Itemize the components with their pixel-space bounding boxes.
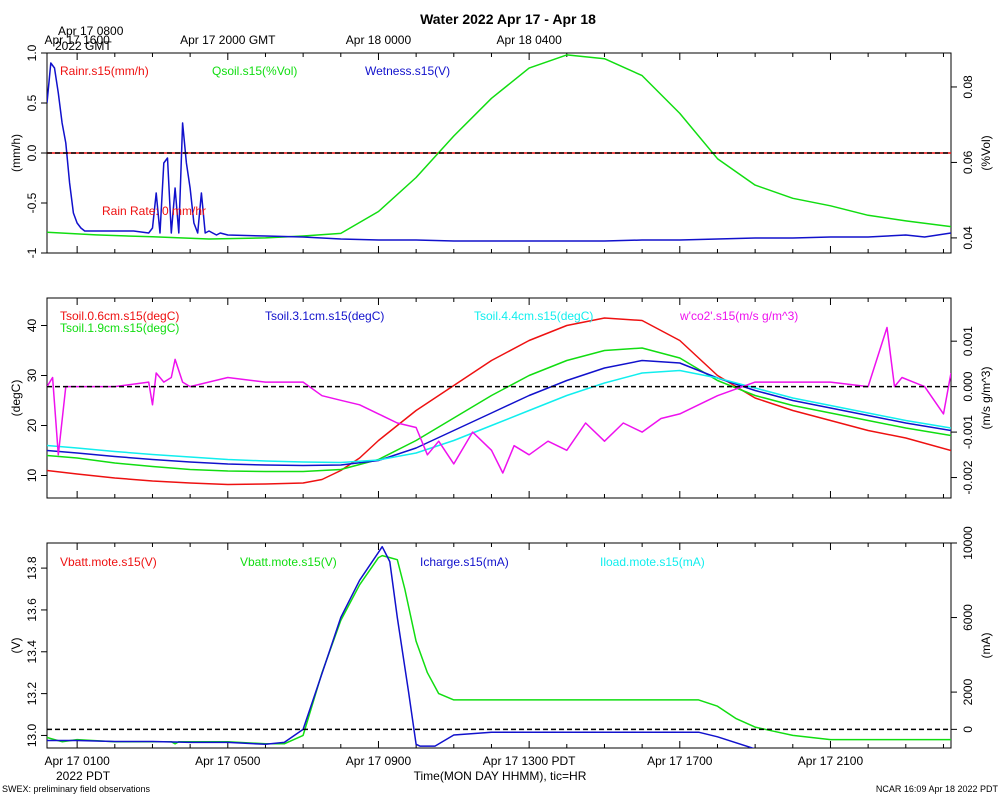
series-group [47, 545, 951, 748]
left-axis-tick-label: 0.5 [25, 94, 39, 111]
right-axis-title: (%Vol) [979, 135, 993, 170]
right-axis-tick-label: 0.06 [961, 150, 975, 174]
top-axis-tick-label: Apr 17 1600 [44, 33, 110, 47]
legend-entry: Icharge.s15(mA) [420, 555, 509, 569]
bottom-axis-tick-label: Apr 17 2100 [798, 754, 864, 768]
left-axis-tick-label: 13.8 [25, 556, 39, 580]
left-axis-title: (V) [9, 638, 23, 654]
left-axis-tick-label: 10 [25, 469, 39, 483]
x-axis-title: Time(MON DAY HHMM), tic=HR [414, 769, 587, 783]
right-axis-tick-label: 0.04 [961, 226, 975, 250]
footer-timestamp: NCAR 16:09 Apr 18 2022 PDT [876, 784, 999, 794]
left-axis-tick-label: 13.6 [25, 598, 39, 622]
right-axis-tick-label: 0.08 [961, 75, 975, 99]
right-axis-tick-label: 0.000 [961, 371, 975, 401]
bottom-axis-tick-label: Apr 17 0100 [44, 754, 110, 768]
bottom-axis-tick-label: Apr 17 0500 [195, 754, 261, 768]
left-axis-tick-label: 20 [25, 419, 39, 433]
bottom-axis-tick-label: Apr 17 1700 [647, 754, 713, 768]
legend-entry: Rainr.s15(mm/h) [60, 64, 149, 78]
plot-frame [46, 542, 952, 749]
bottom-axis-year-label: 2022 PDT [56, 769, 111, 783]
panel-2: 10 20 30 40 -0.002 -0.001 0.000 0.001 (degC) (m/s… [9, 297, 993, 499]
legend-entry: Iload.mote.s15(mA) [600, 555, 705, 569]
footer-note: SWEX: preliminary field observations [2, 784, 151, 794]
left-axis-title: (mm/h) [9, 134, 23, 172]
left-axis-tick-label: 40 [25, 319, 39, 333]
top-axis-tick-label: Apr 18 0000 [346, 33, 412, 47]
right-axis-tick-label: -0.001 [961, 415, 975, 449]
right-axis-tick-label: -0.002 [961, 460, 975, 494]
left-axis-tick-label: 30 [25, 369, 39, 383]
top-axis-tick-label: Apr 18 0400 [496, 33, 562, 47]
series-line [47, 347, 951, 473]
right-axis-tick-label: 10000 [961, 526, 975, 560]
series-line [47, 554, 951, 745]
legend-entry: Tsoil.0.6cm.s15(degC) [60, 309, 179, 323]
legend-entry: Qsoil.s15(%Vol) [212, 64, 297, 78]
left-axis-tick-label: -0.5 [25, 192, 39, 213]
left-axis-tick-label: 1.0 [25, 44, 39, 61]
bottom-axis-tick-label: Apr 17 0900 [346, 754, 412, 768]
plot-frame [46, 297, 952, 499]
right-axis-title: (mA) [979, 633, 993, 659]
top-axis-start-label: Apr 17 0800 [58, 24, 124, 38]
series-line [47, 317, 951, 486]
top-axis-tick-label: Apr 17 2000 GMT [180, 33, 276, 47]
series-line [47, 545, 755, 748]
series-line [47, 359, 951, 467]
legend-entry: Tsoil.3.1cm.s15(degC) [265, 309, 384, 323]
series-line [47, 62, 951, 242]
bottom-axis-tick-label: Apr 17 1300 PDT [483, 754, 576, 768]
legend-entry: w'co2'.s15(m/s g/m^3) [679, 309, 798, 323]
right-axis-tick-label: 0.001 [961, 326, 975, 356]
right-axis-tick-label: 0 [961, 726, 975, 733]
right-axis-tick-label: 2000 [961, 678, 975, 705]
legend-entry: Tsoil.1.9cm.s15(degC) [60, 321, 179, 335]
series-line [47, 326, 951, 474]
panel-3: 13.0 13.2 13.4 13.6 13.8 0 2000 6000 10000 (V) (mA… [9, 526, 993, 749]
series-group [47, 317, 951, 486]
panels: -1 -0.5 0.0 0.5 1.0 0.04 0.06 0.08 (mm/h) (%Vol) R… [9, 44, 993, 749]
panel-1: -1 -0.5 0.0 0.5 1.0 0.04 0.06 0.08 (mm/h) (%Vol) R… [9, 44, 993, 258]
chart-title: Water 2022 Apr 17 - Apr 18 [420, 11, 596, 27]
right-axis-title: (m/s g/m^3) [979, 367, 993, 430]
top-axis-year-label: 2022 GMT [55, 39, 112, 53]
left-axis-tick-label: 13.2 [25, 682, 39, 706]
right-axis-tick-label: 6000 [961, 604, 975, 631]
left-axis-tick-label: 13.0 [25, 723, 39, 747]
left-axis-tick-label: 13.4 [25, 640, 39, 664]
legend-entry: Vbatt.mote.s15(V) [60, 555, 157, 569]
legend-entry: Tsoil.4.4cm.s15(degC) [474, 309, 593, 323]
left-axis-tick-label: -1 [25, 247, 39, 258]
annotation: Rain Rate: 0 mm/hr [102, 204, 206, 218]
bottom-axis-ticks: Apr 17 0100 Apr 17 0500 Apr 17 0900 Apr 17 … [44, 754, 863, 768]
series-line [47, 369, 951, 464]
legend-entry: Wetness.s15(V) [365, 64, 450, 78]
legend-entry: Vbatt.mote.s15(V) [240, 555, 337, 569]
left-axis-title: (degC) [9, 380, 23, 417]
left-axis-tick-label: 0.0 [25, 144, 39, 161]
series-line [47, 54, 951, 240]
